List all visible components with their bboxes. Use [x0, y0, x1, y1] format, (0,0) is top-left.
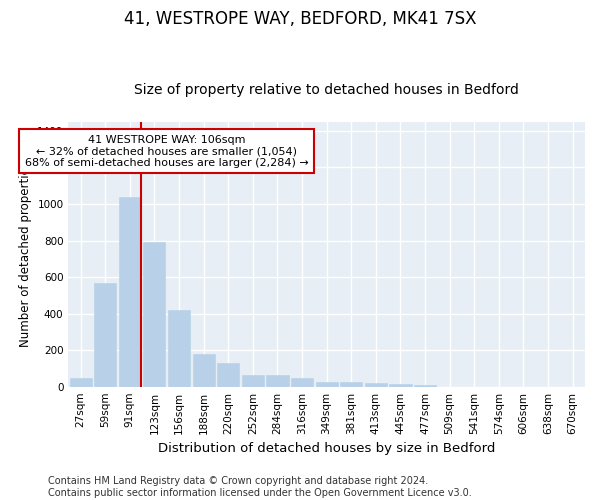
Bar	[291, 378, 313, 386]
Bar	[119, 196, 141, 386]
Bar	[389, 384, 412, 386]
Bar	[94, 282, 116, 387]
Bar	[193, 354, 215, 386]
X-axis label: Distribution of detached houses by size in Bedford: Distribution of detached houses by size …	[158, 442, 496, 455]
Bar	[365, 383, 387, 386]
Bar	[340, 382, 362, 386]
Text: 41, WESTROPE WAY, BEDFORD, MK41 7SX: 41, WESTROPE WAY, BEDFORD, MK41 7SX	[124, 10, 476, 28]
Bar	[70, 378, 92, 386]
Bar	[266, 376, 289, 386]
Bar	[242, 376, 264, 386]
Text: Contains HM Land Registry data © Crown copyright and database right 2024.
Contai: Contains HM Land Registry data © Crown c…	[48, 476, 472, 498]
Bar	[414, 385, 436, 386]
Y-axis label: Number of detached properties: Number of detached properties	[19, 161, 32, 347]
Bar	[217, 363, 239, 386]
Bar	[143, 242, 166, 386]
Bar	[168, 310, 190, 386]
Text: 41 WESTROPE WAY: 106sqm
← 32% of detached houses are smaller (1,054)
68% of semi: 41 WESTROPE WAY: 106sqm ← 32% of detache…	[25, 134, 308, 168]
Title: Size of property relative to detached houses in Bedford: Size of property relative to detached ho…	[134, 83, 519, 97]
Bar	[316, 382, 338, 386]
